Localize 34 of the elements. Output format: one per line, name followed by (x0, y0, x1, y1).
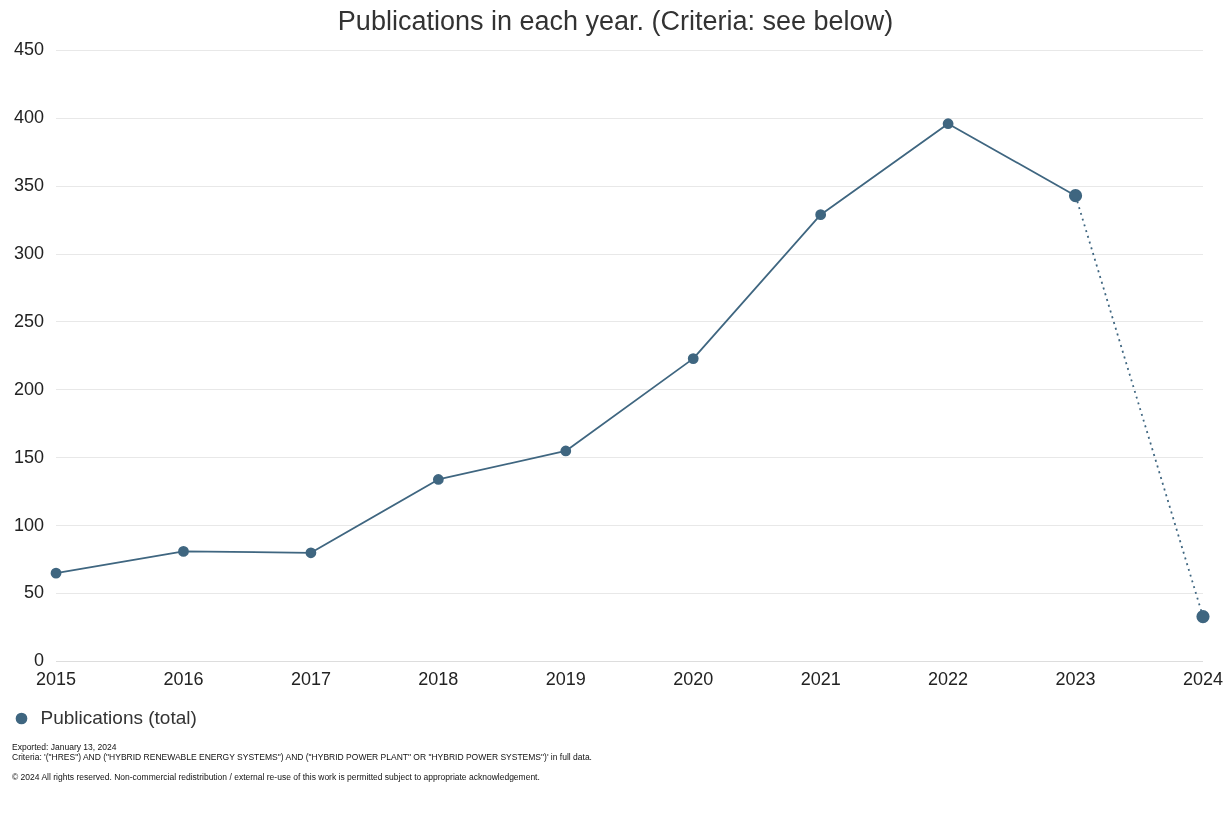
y-tick-label: 400 (13, 107, 45, 128)
x-tick-label: 2018 (418, 669, 459, 690)
y-tick-label: 100 (13, 514, 45, 535)
chart-title: Publications in each year. (Criteria: see below) (337, 5, 894, 36)
point (305, 547, 317, 559)
x-tick-label: 2024 (1182, 669, 1223, 690)
x-tick-label: 2019 (545, 669, 586, 690)
y-tick-label: 300 (13, 243, 45, 264)
x-tick-label: 2023 (1055, 669, 1096, 690)
text: Criteria: '("HRES") AND ("HYBRID RENEWABLE ENERGY SYSTEMS") AND ("HYBRID POWER PLANT" OR "HYBRID POWER SYSTEMS")' in full data. (12, 752, 593, 762)
x-tick-label: 2016 (163, 669, 204, 690)
x-tick-label: 2022 (928, 669, 969, 690)
text: © 2024 All rights reserved. Non-commercial redistribution / external re-use of this work is permitted subject to appropriate acknowledgement. (12, 772, 541, 782)
y-tick-label: 150 (13, 446, 45, 467)
x-tick-label: 2021 (800, 669, 841, 690)
point (432, 474, 444, 485)
legend-label: Publications (total) (40, 706, 197, 728)
x-tick-label: 2020 (673, 669, 714, 690)
point (687, 353, 699, 365)
y-tick-label: 350 (13, 175, 45, 196)
point (815, 209, 827, 221)
point (50, 567, 62, 579)
point (942, 118, 954, 130)
x-tick-label: 2015 (36, 669, 77, 690)
text: Exported: January 13, 2024 (12, 742, 118, 752)
y-tick-label: 250 (13, 310, 45, 331)
point (178, 546, 189, 557)
y-tick-label: 0 (34, 650, 45, 671)
y-tick-label: 50 (24, 582, 45, 603)
x-tick-label: 2017 (290, 669, 331, 690)
y-tick-label: 200 (13, 378, 45, 399)
y-tick-label: 450 (13, 39, 45, 60)
point (560, 445, 572, 457)
point (1196, 609, 1210, 624)
